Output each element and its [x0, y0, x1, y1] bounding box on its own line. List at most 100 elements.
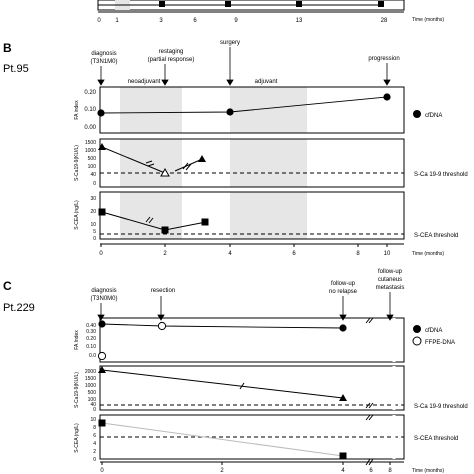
panel-b-fa-ytick: 0.10: [84, 107, 96, 113]
panel-c-ca199-ytick: 2000: [85, 369, 96, 375]
event-diagnosis-stage: (T3N1M0): [90, 59, 117, 65]
panel-b-fa-plot: neoadjuvant adjuvant FA index 0.20 0.10 …: [74, 79, 442, 134]
panel-c-cea-plot: S-CEA (ng/L) 10 8 6 4 2 0 S-CEA threshol…: [74, 414, 458, 463]
panel-c-cea-ytick: 10: [90, 417, 96, 423]
panel-c-xaxis: 0 2 4 6 8 Time (months): [100, 458, 444, 474]
event-c-followup2: follow-up: [378, 269, 403, 275]
panel-b-ca199-point: [98, 143, 106, 150]
panel-b-cea-threshold-label: S-CEA threshold: [414, 233, 458, 239]
panel-c-fa-ytick: 0.40: [86, 323, 96, 329]
panel-c-fa-ytick: 0.20: [86, 336, 96, 342]
panel-c-cea-ytick: 6: [93, 433, 96, 439]
panel-b-cea-ytick: 20: [90, 209, 96, 215]
panel-b-ca199-ytick: 40: [90, 172, 96, 178]
legend-c-cfdna-marker: [413, 325, 421, 333]
panel-c-ca199-ytick: 100: [88, 397, 97, 403]
panel-b-fa-ytick: 0.00: [84, 125, 96, 131]
legend-cfdna-marker: [413, 110, 421, 118]
panel-b-ca199-ytick: 1000: [85, 148, 96, 154]
panel-c-ca199-threshold-label: S-Ca 19-9 threshold: [414, 404, 468, 410]
panel-c-ca199-ytick: 1000: [85, 383, 96, 389]
panel-a-xtick: 0: [97, 18, 101, 24]
panel-b-ca199-ytick: 1500: [85, 140, 96, 146]
panel-a-xtick: 28: [381, 18, 388, 24]
panel-a-xtick: 9: [234, 18, 238, 24]
panel-b-fa-point: [226, 108, 234, 116]
panel-c-ca199-point: [339, 394, 347, 401]
panel-c-cea-threshold-label: S-CEA threshold: [414, 436, 458, 442]
legend-c-cfdna-label: cfDNA: [425, 328, 442, 334]
panel-b-ca199-ytick: 0: [93, 181, 96, 187]
event-restaging: restaging: [159, 49, 184, 55]
panel-b-ca199-point: [160, 167, 170, 177]
panel-c-xtick: 0: [100, 468, 104, 474]
panel-c-cea-ytick: 8: [93, 425, 96, 431]
panel-c-ca199-ytick: 500: [88, 390, 97, 396]
panel-b-xtick: 6: [292, 251, 296, 257]
panel-b-ca199-ytick: 500: [88, 156, 97, 162]
phase-neoadjuvant: neoadjuvant: [128, 79, 161, 85]
panel-c-cea-ytick: 2: [93, 449, 96, 455]
panel-b-cea-ylabel: S-CEA (ng/L): [74, 200, 80, 230]
panel-a-xtick: 3: [159, 18, 163, 24]
panel-a-marker-1: [159, 1, 165, 7]
panel-b-time-label: Time (months): [412, 251, 444, 257]
panel-b-ca199-ytick: 100: [88, 164, 97, 170]
panel-b-fa-point: [383, 93, 391, 101]
panel-b-xtick: 0: [99, 251, 103, 257]
event-c-diagnosis-stage: (T3N0M0): [90, 296, 117, 302]
panel-b-event-arrows: [97, 47, 391, 86]
panel-b-ca199-plot: S-Ca19-9(KU/L) 1500 1000 500 100 40 0 S-…: [74, 138, 468, 188]
panel-b-fa-ytick: 0.20: [84, 90, 96, 96]
panel-c-fa-ytick: 0.10: [86, 344, 96, 350]
panel-c-cea-ytick: 4: [93, 441, 96, 447]
event-diagnosis: diagnosis: [91, 51, 116, 57]
panel-c-ca199-ytick: 40: [90, 402, 96, 408]
panel-b-cea-point: [201, 218, 209, 226]
panel-c-xtick: 6: [369, 468, 373, 474]
event-c-resection: resection: [151, 288, 175, 294]
panel-a-marker-2: [225, 1, 231, 7]
panel-a-marker-3: [296, 1, 302, 7]
panel-c-cea-point: [339, 452, 347, 460]
panel-b-xtick: 2: [163, 251, 167, 257]
panel-b-ca199-point: [198, 155, 206, 162]
panel-c-fa-cfdna-point: [339, 324, 347, 332]
panel-c-ca199-ytick: 0: [93, 407, 96, 413]
panel-c-event-arrows: [97, 292, 394, 321]
panel-c: C Pt.229 diagnosis (T3N0M0) resection fo…: [3, 269, 468, 474]
legend-c-ffpe-label: FFPE-DNA: [425, 340, 455, 346]
event-c-followup2-note1: cutaneus: [378, 277, 402, 283]
panel-b-cea-ytick: 10: [90, 222, 96, 228]
event-c-followup1: follow-up: [331, 281, 356, 287]
panel-b-cea-ytick: 5: [93, 229, 96, 235]
panel-c-fa-ffpe-point: [97, 351, 107, 361]
panel-c-xtick: 2: [220, 468, 224, 474]
panel-c-ca199-ytick: 1500: [85, 376, 96, 382]
panel-b-cea-ytick: 0: [93, 236, 96, 242]
panel-c-xtick: 4: [341, 468, 345, 474]
panel-a-xtick: 6: [193, 18, 197, 24]
panel-c-ca199-ylabel: S-Ca19-9(KU/L): [74, 372, 80, 408]
event-surgery: surgery: [220, 40, 240, 46]
panel-a-xtick: 13: [296, 18, 303, 24]
panel-c-cea-ytick: 0: [93, 457, 96, 463]
panel-b-xtick: 4: [228, 251, 232, 257]
panel-c-ca199-point: [98, 366, 106, 373]
panel-c-letter: C: [3, 279, 12, 293]
event-c-followup2-note2: metastasis: [376, 285, 405, 291]
legend-cfdna-label: cfDNA: [425, 113, 442, 119]
panel-b-ca199-ylabel: S-Ca19-9(KU/L): [74, 145, 80, 181]
panel-b-fa-point: [97, 109, 105, 117]
panel-c-fa-ytick: 0.30: [86, 329, 96, 335]
event-c-diagnosis: diagnosis: [91, 288, 116, 294]
panel-b-xtick: 10: [384, 251, 391, 257]
event-progression: progression: [368, 56, 399, 62]
panel-c-time-label: Time (months): [412, 468, 444, 474]
legend-c-ffpe-marker: [412, 336, 422, 346]
panel-c-fa-ffpe-point: [157, 321, 167, 331]
panel-c-ca199-plot: S-Ca19-9(KU/L) 2000 1500 1000 500 100 40…: [74, 365, 468, 413]
panel-c-patient: Pt.229: [3, 302, 35, 314]
panel-c-xtick: 8: [388, 468, 392, 474]
